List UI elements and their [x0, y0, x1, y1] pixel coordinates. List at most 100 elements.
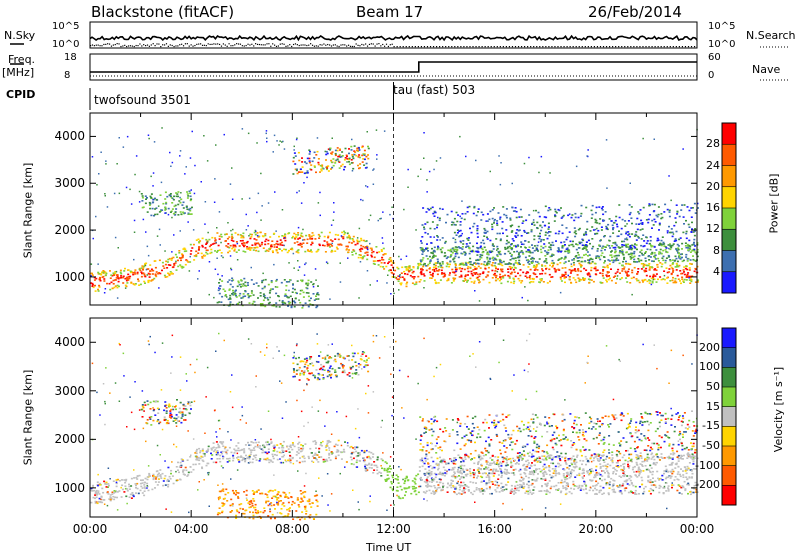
power-cell — [292, 252, 295, 255]
power-cell — [174, 262, 177, 264]
power-cell — [622, 254, 625, 256]
power-cell — [672, 276, 674, 279]
power-cell — [133, 258, 135, 261]
power-cell — [447, 277, 450, 280]
power-cell — [514, 267, 517, 269]
velocity-cell — [363, 450, 366, 452]
power-cell — [581, 238, 584, 241]
power-cell — [569, 272, 572, 274]
velocity-cell — [344, 441, 346, 443]
velocity-cell — [597, 482, 600, 485]
velocity-cell — [632, 492, 635, 494]
power-cell — [690, 279, 693, 281]
nsearch-point — [505, 46, 507, 48]
power-cell — [218, 238, 221, 240]
power-cell — [672, 281, 675, 284]
power-cell — [663, 274, 666, 277]
nsearch-point — [160, 45, 162, 48]
nsearch-point — [372, 43, 374, 45]
power-cell — [505, 214, 508, 217]
power-cell — [306, 170, 309, 172]
power-cell — [423, 132, 425, 134]
nsearch-point — [131, 45, 133, 47]
velocity-cell — [124, 487, 127, 490]
power-cell — [374, 260, 377, 262]
velocity-cell — [509, 492, 512, 494]
velocity-cell — [682, 476, 685, 478]
power-cell — [359, 250, 362, 253]
power-cell — [610, 220, 613, 222]
velocity-cell — [198, 463, 201, 465]
power-cell — [628, 213, 631, 216]
velocity-cell — [458, 488, 461, 491]
power-cell — [499, 261, 502, 263]
power-cell — [494, 279, 497, 282]
power-cell — [607, 278, 610, 281]
power-cell — [281, 249, 283, 252]
power-cell — [469, 261, 472, 263]
power-cell — [518, 256, 521, 259]
velocity-cell — [391, 488, 394, 490]
power-cell — [306, 238, 309, 241]
power-cell — [288, 262, 290, 264]
velocity-cell — [297, 452, 300, 455]
power-cell — [594, 273, 597, 275]
power-cell — [186, 259, 189, 262]
power-cell — [375, 246, 378, 248]
power-cell — [148, 137, 150, 140]
power-cell — [156, 213, 159, 216]
power-cell — [232, 240, 235, 242]
power-cell — [179, 155, 181, 157]
power-cell — [273, 244, 276, 246]
power-cell — [211, 243, 214, 245]
power-cell — [98, 277, 101, 280]
power-cell — [262, 293, 265, 295]
power-cell — [100, 273, 103, 276]
power-cell — [631, 222, 633, 225]
power-cell — [399, 274, 401, 276]
power-cell — [100, 151, 102, 153]
power-cell — [137, 278, 139, 280]
power-cell — [181, 204, 184, 206]
power-cell — [580, 264, 583, 267]
power-cell — [293, 288, 296, 291]
nsearch-point — [145, 45, 147, 47]
power-cell — [642, 245, 645, 248]
velocity-cell — [125, 478, 128, 481]
power-cell — [170, 197, 173, 199]
power-cell — [561, 224, 564, 226]
power-cell — [303, 182, 305, 184]
velocity-cell — [180, 458, 183, 460]
velocity-cell — [602, 492, 605, 495]
power-cell — [544, 205, 547, 208]
power-cell — [653, 278, 656, 281]
power-cell — [152, 185, 154, 187]
power-cell — [307, 279, 310, 282]
velocity-cell — [120, 496, 123, 498]
power-cell — [587, 272, 590, 274]
power-cell — [186, 197, 189, 199]
power-cell — [507, 274, 510, 277]
power-cell — [645, 242, 648, 245]
power-cell — [149, 270, 151, 272]
power-cell — [180, 192, 182, 194]
power-cell — [634, 233, 637, 236]
power-cell — [535, 247, 538, 249]
power-cell — [148, 273, 151, 276]
power-cell — [147, 268, 150, 270]
power-cell — [563, 277, 566, 280]
power-cell — [389, 213, 391, 216]
power-cell — [461, 253, 464, 255]
power-cell — [460, 241, 462, 244]
power-cell — [681, 276, 684, 279]
power-cell — [646, 280, 649, 283]
power-cell — [191, 247, 194, 249]
power-cell — [513, 245, 515, 247]
power-cell — [557, 232, 560, 235]
power-cell — [451, 268, 454, 271]
power-cell — [189, 255, 191, 258]
power-cell — [551, 266, 554, 268]
velocity-cell — [354, 446, 356, 448]
power-cell — [352, 235, 355, 238]
power-cell — [561, 247, 564, 249]
